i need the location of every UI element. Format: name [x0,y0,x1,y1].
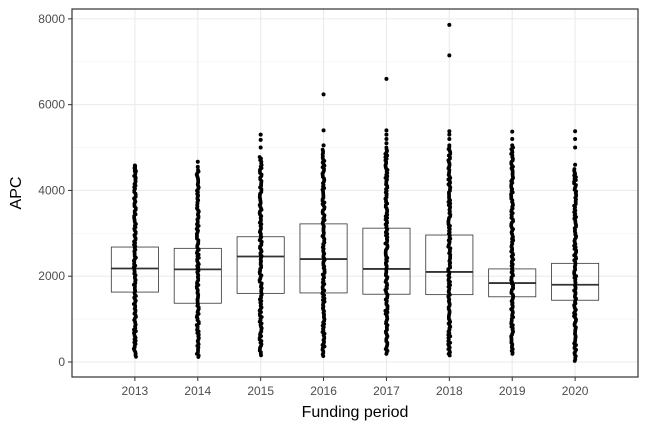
outlier-point [447,143,452,148]
y-tick-label: 6000 [38,98,65,112]
outlier-point [573,162,578,167]
y-axis-title: APC [8,177,25,210]
y-axis-ticks: 0 2000 4000 6000 8000 [38,12,72,369]
outlier-point [321,128,326,133]
outlier-point [384,132,389,137]
data-point [196,355,201,359]
outlier-point [384,141,389,146]
y-tick-label: 2000 [38,269,65,283]
data-point [510,352,515,356]
outlier-point [258,132,263,137]
outlier-point [384,76,389,81]
outlier-point [321,143,326,148]
outlier-point [573,145,578,150]
y-tick-label: 4000 [38,183,65,197]
data-point [384,352,389,356]
outlier-point [510,143,515,148]
outlier-point [573,129,578,134]
x-axis-ticks: 2013 2014 2015 2016 2017 2018 2019 2020 [122,377,589,398]
outlier-point [258,145,263,150]
outlier-point [510,129,515,134]
outlier-point [195,164,200,169]
data-point [259,353,263,358]
x-tick-label: 2013 [122,384,149,398]
data-points [131,22,579,363]
x-axis-title: Funding period [302,404,409,421]
x-tick-label: 2015 [247,384,274,398]
x-tick-label: 2018 [436,384,463,398]
outlier-point [195,159,200,164]
y-tick-label: 0 [58,355,65,369]
x-tick-label: 2014 [184,384,211,398]
outlier-point [384,128,389,133]
data-point [572,359,577,363]
data-point [321,354,326,358]
outlier-point [447,53,452,58]
outlier-point [258,137,263,142]
outlier-point [510,136,515,141]
x-tick-label: 2017 [373,384,400,398]
outlier-point [447,136,452,141]
panel-background [72,9,638,377]
outlier-point [447,129,452,134]
outlier-point [132,169,137,174]
outlier-point [573,136,578,141]
y-tick-label: 8000 [38,12,65,26]
outlier-point [447,22,452,27]
outlier-point [321,92,326,97]
panel-border [71,8,639,378]
x-tick-label: 2019 [499,384,526,398]
data-point [134,354,138,359]
data-point [447,353,452,358]
outlier-point [447,132,452,137]
outlier-point [384,136,389,141]
x-tick-label: 2020 [562,384,589,398]
x-tick-label: 2016 [310,384,337,398]
